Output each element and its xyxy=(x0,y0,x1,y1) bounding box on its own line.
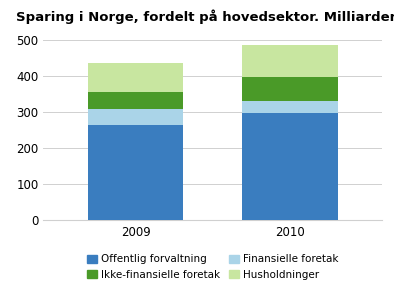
Bar xyxy=(88,109,184,125)
Bar xyxy=(242,76,338,101)
Bar xyxy=(88,125,184,220)
Text: Sparing i Norge, fordelt på hovedsektor. Milliarder kroner: Sparing i Norge, fordelt på hovedsektor.… xyxy=(16,9,394,24)
Bar xyxy=(242,45,338,76)
Bar xyxy=(242,113,338,220)
Bar xyxy=(88,92,184,109)
Legend: Offentlig forvaltning, Ikke-finansielle foretak, Finansielle foretak, Husholdnin: Offentlig forvaltning, Ikke-finansielle … xyxy=(87,254,339,280)
Bar xyxy=(88,63,184,92)
Bar xyxy=(242,101,338,113)
